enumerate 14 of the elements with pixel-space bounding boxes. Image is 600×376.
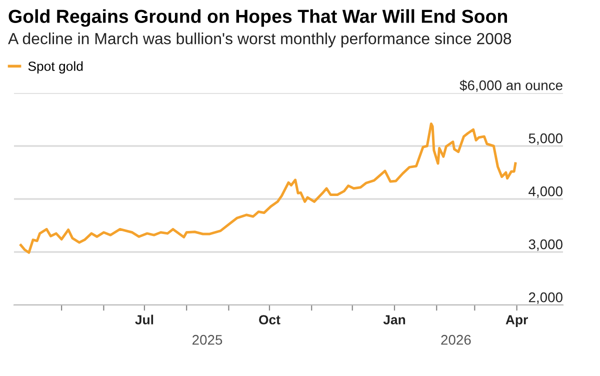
y-tick-label: 5,000 <box>528 133 562 145</box>
x-tick-label: Jan <box>383 315 406 324</box>
y-tick-label: 2,000 <box>528 292 562 304</box>
legend-label: Spot gold <box>28 61 83 74</box>
y-tick-label: 4,000 <box>528 186 562 198</box>
y-tick-label: $6,000 an ounce <box>460 80 562 92</box>
text: 2026 <box>441 334 471 345</box>
x-tick-label: Oct <box>259 315 280 324</box>
chart-title: Gold Regains Ground on Hopes That War Will End Soon <box>8 9 508 27</box>
x-tick-label: Jul <box>135 314 154 324</box>
text: 2025 <box>192 334 222 345</box>
x-tick-label: Apr <box>506 315 528 328</box>
chart-subtitle: A decline in March was bullion's worst monthly performance since 2008 <box>8 32 512 48</box>
y-tick-label: 3,000 <box>528 239 562 251</box>
